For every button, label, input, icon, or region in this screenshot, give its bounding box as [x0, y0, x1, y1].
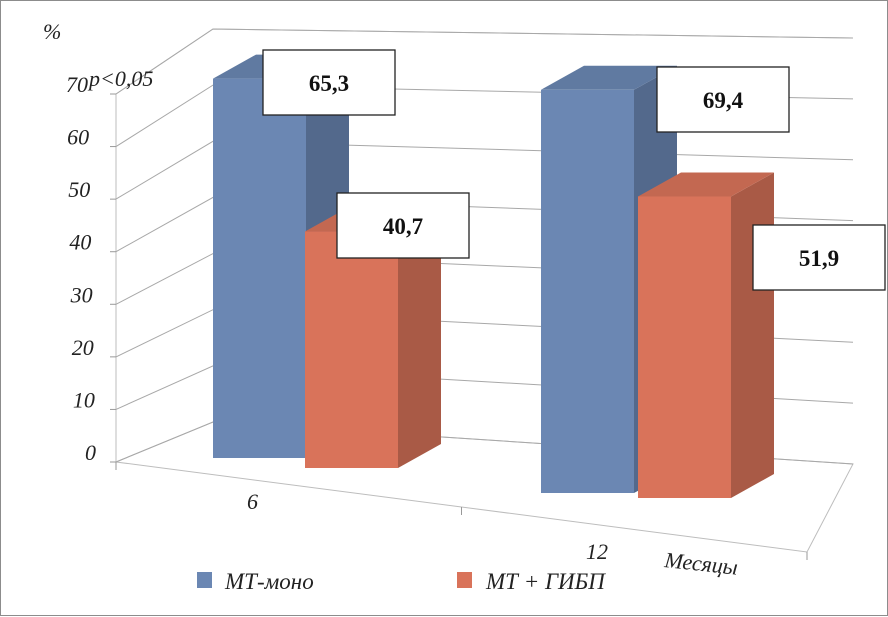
- data-label-mt-gibp-6: 40,7: [336, 192, 470, 259]
- y-tick-label: 50: [68, 177, 90, 202]
- y-tick-label: 70: [66, 72, 88, 97]
- data-label-mt-mono-6-text: 65,3: [309, 71, 349, 96]
- bar-mt-mono-12-top: [541, 65, 677, 90]
- legend-swatch-mt-gibp: [457, 572, 472, 588]
- data-label-mt-mono-6: 65,3: [262, 49, 396, 116]
- data-labels: 65,3 40,7 69,4 51,9: [262, 49, 886, 291]
- data-label-mt-gibp-12-box: [752, 224, 886, 291]
- y-tick-label: 30: [70, 282, 93, 307]
- bar-mt-gibp-6-side: [398, 207, 441, 468]
- significance-annotation: p<0,05: [87, 66, 153, 91]
- y-tick-labels: 0 10 20 30 40 50 60 70: [66, 72, 96, 465]
- y-tick-label: 10: [73, 387, 95, 412]
- y-unit-label: %: [43, 19, 61, 44]
- bar-mt-gibp-12: [638, 172, 774, 498]
- legend-label-mt-gibp: МТ + ГИБП: [485, 569, 606, 594]
- y-tick-label: 0: [85, 440, 96, 465]
- x-tick-label-6: 6: [247, 489, 258, 514]
- gridline: [115, 28, 854, 95]
- data-label-mt-mono-12: 69,4: [656, 66, 790, 133]
- data-label-mt-gibp-6-box: [336, 192, 470, 259]
- legend: МТ-моно МТ + ГИБП: [197, 569, 606, 594]
- data-label-mt-mono-12-box: [656, 66, 790, 133]
- bar-mt-gibp-12-side: [731, 172, 774, 498]
- bar-mt-gibp-12-top: [638, 172, 774, 197]
- data-label-mt-mono-6-box: [262, 49, 396, 116]
- y-tick-label: 20: [72, 335, 94, 360]
- y-tick-label: 60: [67, 125, 89, 150]
- legend-swatch-mt-mono: [197, 572, 212, 588]
- x-axis-label: Месяцы: [662, 547, 739, 580]
- bar-mt-mono-6-front: [213, 78, 306, 459]
- data-label-mt-gibp-6-text: 40,7: [383, 214, 423, 239]
- bar-mt-gibp-6-front: [305, 231, 398, 468]
- axes: [110, 93, 808, 560]
- bar-mt-mono-12-front: [541, 89, 634, 493]
- data-label-mt-gibp-12: 51,9: [752, 224, 886, 291]
- y-tick-label: 40: [69, 230, 91, 255]
- data-label-mt-gibp-12-text: 51,9: [799, 246, 839, 271]
- data-label-mt-mono-12-text: 69,4: [703, 88, 744, 113]
- legend-label-mt-mono: МТ-моно: [224, 569, 314, 594]
- bar-mt-gibp-12-front: [638, 196, 731, 498]
- x-tick-label-12: 12: [586, 539, 608, 564]
